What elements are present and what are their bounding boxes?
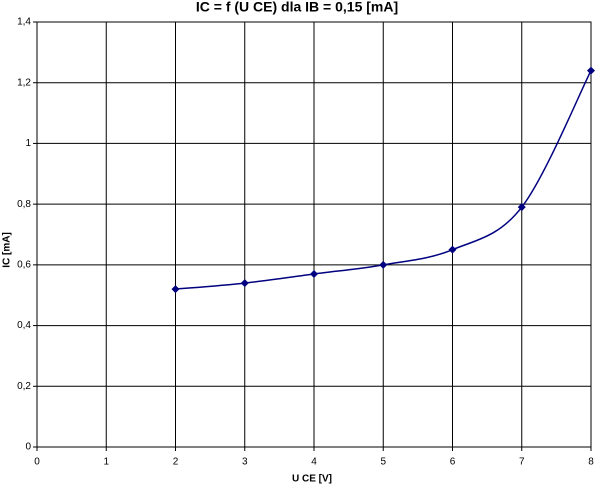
y-tick-label: 1,4: [17, 17, 31, 28]
x-tick-label: 0: [34, 457, 40, 468]
y-tick-label: 0,8: [17, 199, 31, 210]
x-tick-label: 5: [380, 457, 386, 468]
y-tick-label: 0,4: [17, 320, 31, 331]
x-tick-label: 7: [519, 457, 525, 468]
marker: [310, 269, 318, 278]
x-tick-label: 1: [103, 457, 109, 468]
y-tick-label: 0,2: [17, 381, 31, 392]
x-tick-label: 6: [450, 457, 456, 468]
x-tick-label: 3: [242, 457, 248, 468]
marker: [448, 245, 457, 254]
marker: [171, 285, 180, 294]
x-tick-label: 2: [173, 457, 179, 468]
marker: [379, 260, 388, 269]
y-tick-label: 0: [25, 442, 31, 453]
y-tick-label: 1,2: [17, 77, 31, 88]
x-tick-label: 8: [588, 457, 594, 468]
marker: [517, 203, 526, 212]
x-axis-label: U CE [V]: [292, 474, 332, 485]
marker: [587, 66, 595, 75]
plot-frame: [36, 21, 592, 448]
y-tick-label: 0,6: [17, 259, 31, 270]
marker: [240, 279, 249, 288]
x-tick-label: 4: [311, 457, 317, 468]
y-tick-label: 1: [25, 138, 31, 149]
y-axis-label: IC [mA]: [2, 232, 13, 268]
chart-title: IC = f (U CE) dla IB = 0,15 [mA]: [196, 0, 398, 15]
